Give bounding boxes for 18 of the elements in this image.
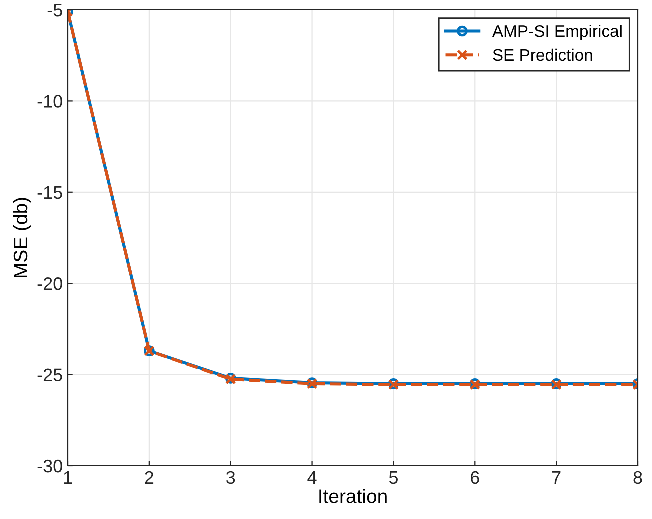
legend-label: SE Prediction: [493, 48, 592, 62]
x-tick-label: 8: [634, 471, 642, 484]
x-axis-title: Iteration: [320, 489, 387, 504]
y-axis-title: MSE (db): [13, 198, 32, 278]
x-tick-label: 6: [471, 471, 480, 484]
x-tick-label: 7: [552, 472, 561, 484]
y-tick-label: -15: [38, 186, 62, 200]
y-tick-label: -5: [48, 4, 62, 17]
y-tick-label: -30: [38, 460, 62, 473]
x-tick-label: 2: [145, 471, 154, 484]
y-tick-label: -20: [38, 278, 62, 290]
x-tick-label: 1: [64, 472, 72, 484]
legend-label: AMP-SI Empirical: [492, 25, 622, 41]
y-tick-label: -25: [38, 368, 62, 382]
y-tick-label: -10: [38, 95, 62, 108]
x-tick-label: 3: [226, 471, 236, 484]
x-tick-label: 4: [308, 472, 317, 484]
x-tick-label: 5: [389, 472, 398, 484]
